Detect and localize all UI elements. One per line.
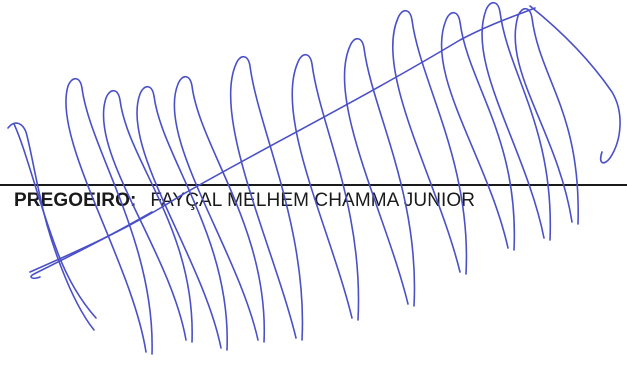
signature-loop-stroke — [514, 7, 579, 225]
signer-role-label: PREGOEIRO: — [14, 190, 137, 211]
signature-loop-stroke — [173, 75, 265, 343]
signer-name: FAYÇAL MELHEM CHAMMA JUNIOR — [150, 190, 476, 211]
signature-loop-stroke — [229, 55, 304, 341]
signature-loop-stroke — [440, 11, 516, 251]
signature-loop-stroke — [65, 77, 153, 355]
signature-loop-stroke — [481, 1, 552, 241]
signature-loop-stroke — [392, 9, 468, 275]
signature-loop-stroke — [343, 37, 416, 307]
signature-loop-stroke — [291, 53, 360, 321]
signature-loop-stroke — [136, 85, 228, 351]
signature-line — [0, 184, 627, 186]
signer-caption: PREGOEIRO: FAYÇAL MELHEM CHAMMA JUNIOR — [14, 190, 475, 212]
signature-loop-stroke — [102, 89, 193, 343]
